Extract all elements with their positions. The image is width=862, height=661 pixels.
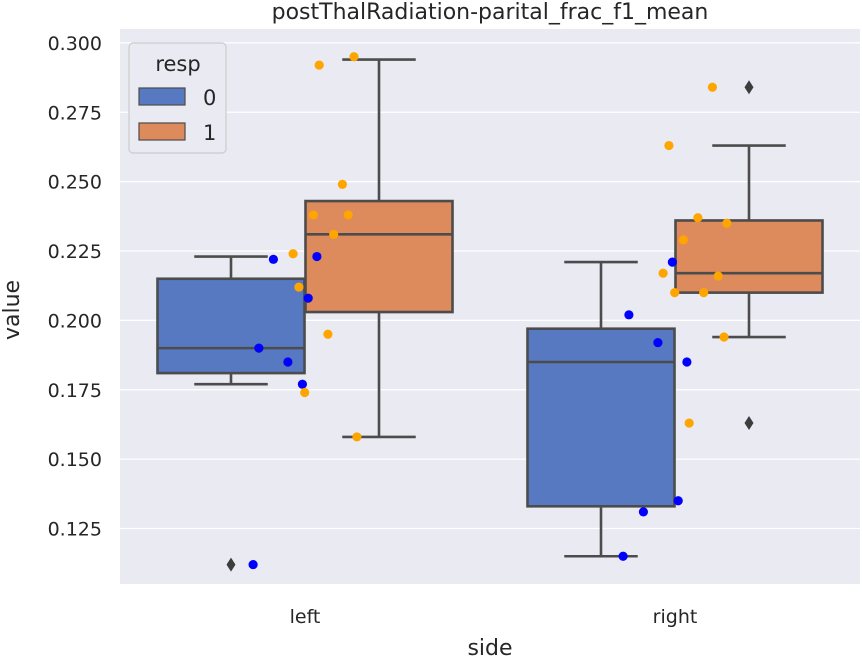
data-point — [713, 271, 723, 281]
data-point — [283, 357, 293, 367]
legend-label-0: 0 — [203, 86, 216, 110]
data-point — [618, 551, 628, 561]
data-point — [300, 387, 310, 398]
data-point — [323, 329, 333, 339]
data-point — [352, 432, 362, 442]
data-point — [678, 235, 689, 245]
legend: resp 0 1 — [128, 42, 227, 154]
box-body — [674, 219, 824, 294]
chart-title: postThalRadiation-parital_frac_f1_mean — [272, 0, 709, 25]
data-point — [248, 559, 258, 570]
data-point — [254, 343, 264, 353]
x-tick-label-right: right — [653, 606, 698, 628]
legend-swatch-0 — [138, 87, 186, 106]
data-point — [312, 251, 322, 262]
x-tick-labels: left right — [290, 606, 698, 628]
legend-swatch-1 — [138, 122, 186, 141]
x-axis-title: side — [467, 636, 512, 661]
boxes — [156, 58, 824, 572]
data-point — [673, 496, 683, 506]
box-body — [526, 327, 676, 508]
data-point — [638, 507, 649, 517]
box-body — [304, 199, 454, 314]
data-point — [349, 52, 359, 62]
data-point — [329, 229, 339, 239]
data-point — [684, 418, 694, 428]
outlier-marker — [226, 557, 236, 572]
outlier-marker — [744, 80, 754, 95]
x-tick-label-left: left — [290, 606, 321, 628]
data-point — [707, 82, 718, 92]
data-point — [658, 268, 668, 278]
data-point — [337, 179, 347, 189]
y-axis-title: value — [0, 280, 25, 340]
box-right-resp-0 — [526, 260, 676, 558]
data-point — [653, 337, 663, 348]
strip-points — [248, 52, 732, 570]
y-tick-label: 0.150 — [48, 449, 102, 471]
data-point — [693, 213, 703, 223]
data-point — [624, 310, 634, 320]
data-point — [268, 254, 278, 264]
y-tick-label: 0.300 — [48, 33, 102, 55]
data-point — [343, 210, 353, 220]
legend-label-1: 1 — [203, 121, 216, 145]
data-point — [670, 288, 680, 298]
data-point — [294, 282, 304, 292]
data-point — [297, 379, 307, 389]
box-right-resp-1 — [674, 80, 824, 431]
data-point — [682, 357, 692, 367]
data-point — [314, 60, 324, 70]
outlier-marker — [744, 416, 754, 431]
y-tick-label: 0.200 — [48, 310, 102, 332]
y-tick-labels: 0.125 0.150 0.175 0.200 0.225 0.250 0.275 0.300 — [48, 33, 102, 541]
y-tick-label: 0.250 — [48, 172, 102, 194]
data-point — [699, 288, 709, 298]
data-point — [288, 249, 298, 259]
data-point — [719, 332, 729, 342]
y-tick-label: 0.175 — [48, 380, 102, 402]
data-point — [722, 218, 732, 228]
legend-title: resp — [155, 52, 200, 76]
y-tick-label: 0.225 — [48, 241, 102, 263]
data-point — [667, 257, 678, 267]
y-tick-label: 0.125 — [48, 519, 102, 541]
data-point — [308, 210, 318, 220]
box-left-resp-0 — [156, 255, 306, 572]
box-left-resp-1 — [304, 58, 454, 439]
data-point — [664, 140, 674, 151]
y-tick-label: 0.275 — [48, 102, 102, 124]
box-body — [156, 277, 306, 375]
data-point — [303, 293, 313, 303]
